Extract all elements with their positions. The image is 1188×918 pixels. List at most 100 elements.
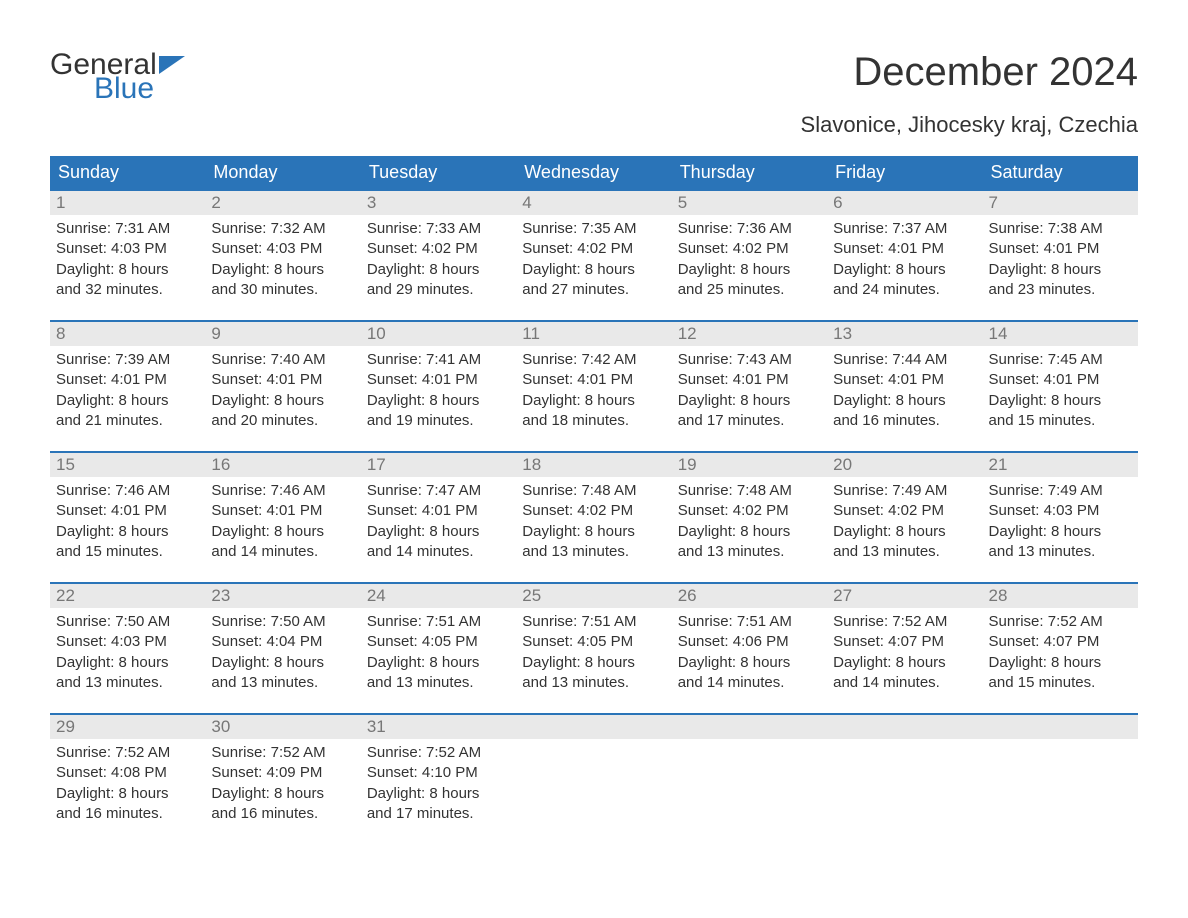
sunset-text: Sunset: 4:06 PM: [678, 632, 821, 652]
day-cell: Sunrise: 7:52 AMSunset: 4:07 PMDaylight:…: [983, 608, 1138, 713]
sunrise-text: Sunrise: 7:32 AM: [211, 219, 354, 239]
daylight-text-1: Daylight: 8 hours: [211, 653, 354, 673]
sunrise-text: Sunrise: 7:42 AM: [522, 350, 665, 370]
daylight-text-2: and 13 minutes.: [989, 542, 1132, 562]
day-content: Sunrise: 7:45 AMSunset: 4:01 PMDaylight:…: [983, 346, 1138, 451]
sunrise-text: Sunrise: 7:52 AM: [367, 743, 510, 763]
week-content-row: Sunrise: 7:50 AMSunset: 4:03 PMDaylight:…: [50, 608, 1138, 713]
daylight-text-1: Daylight: 8 hours: [211, 260, 354, 280]
day-cell: Sunrise: 7:33 AMSunset: 4:02 PMDaylight:…: [361, 215, 516, 320]
day-content: Sunrise: 7:50 AMSunset: 4:03 PMDaylight:…: [50, 608, 205, 713]
sunrise-text: Sunrise: 7:52 AM: [211, 743, 354, 763]
daylight-text-1: Daylight: 8 hours: [56, 784, 199, 804]
sunset-text: Sunset: 4:01 PM: [833, 370, 976, 390]
week-daynum-row: 22232425262728: [50, 582, 1138, 608]
sunset-text: Sunset: 4:02 PM: [522, 501, 665, 521]
day-number: 6: [827, 191, 982, 215]
sunset-text: Sunset: 4:03 PM: [56, 632, 199, 652]
page-title: December 2024: [853, 50, 1138, 95]
sunrise-text: Sunrise: 7:44 AM: [833, 350, 976, 370]
daylight-text-1: Daylight: 8 hours: [989, 522, 1132, 542]
daylight-text-2: and 16 minutes.: [833, 411, 976, 431]
day-content: Sunrise: 7:52 AMSunset: 4:09 PMDaylight:…: [205, 739, 360, 844]
day-number: 27: [827, 584, 982, 608]
day-cell: Sunrise: 7:43 AMSunset: 4:01 PMDaylight:…: [672, 346, 827, 451]
daylight-text-2: and 15 minutes.: [989, 411, 1132, 431]
day-number: 16: [205, 453, 360, 477]
weekday-tuesday: Tuesday: [361, 156, 516, 189]
day-number: [672, 715, 827, 739]
daylight-text-2: and 14 minutes.: [833, 673, 976, 693]
sunrise-text: Sunrise: 7:48 AM: [678, 481, 821, 501]
day-number: 17: [361, 453, 516, 477]
sunrise-text: Sunrise: 7:39 AM: [56, 350, 199, 370]
sunset-text: Sunset: 4:07 PM: [989, 632, 1132, 652]
day-cell: Sunrise: 7:35 AMSunset: 4:02 PMDaylight:…: [516, 215, 671, 320]
daylight-text-2: and 20 minutes.: [211, 411, 354, 431]
sunrise-text: Sunrise: 7:49 AM: [833, 481, 976, 501]
day-content: Sunrise: 7:51 AMSunset: 4:05 PMDaylight:…: [361, 608, 516, 713]
day-number: 21: [983, 453, 1138, 477]
daylight-text-2: and 17 minutes.: [678, 411, 821, 431]
sunrise-text: Sunrise: 7:37 AM: [833, 219, 976, 239]
daylight-text-2: and 23 minutes.: [989, 280, 1132, 300]
week-daynum-row: 15161718192021: [50, 451, 1138, 477]
day-cell: Sunrise: 7:40 AMSunset: 4:01 PMDaylight:…: [205, 346, 360, 451]
daylight-text-2: and 15 minutes.: [56, 542, 199, 562]
day-cell: Sunrise: 7:38 AMSunset: 4:01 PMDaylight:…: [983, 215, 1138, 320]
week-content-row: Sunrise: 7:46 AMSunset: 4:01 PMDaylight:…: [50, 477, 1138, 582]
day-cell: Sunrise: 7:37 AMSunset: 4:01 PMDaylight:…: [827, 215, 982, 320]
daylight-text-2: and 13 minutes.: [833, 542, 976, 562]
sunset-text: Sunset: 4:03 PM: [989, 501, 1132, 521]
sunset-text: Sunset: 4:02 PM: [678, 239, 821, 259]
day-number: 13: [827, 322, 982, 346]
sunset-text: Sunset: 4:02 PM: [833, 501, 976, 521]
day-cell: Sunrise: 7:51 AMSunset: 4:05 PMDaylight:…: [361, 608, 516, 713]
sunrise-text: Sunrise: 7:46 AM: [56, 481, 199, 501]
sunset-text: Sunset: 4:02 PM: [367, 239, 510, 259]
daylight-text-1: Daylight: 8 hours: [367, 391, 510, 411]
day-cell: Sunrise: 7:44 AMSunset: 4:01 PMDaylight:…: [827, 346, 982, 451]
sunrise-text: Sunrise: 7:41 AM: [367, 350, 510, 370]
day-number: 3: [361, 191, 516, 215]
daylight-text-1: Daylight: 8 hours: [678, 653, 821, 673]
day-content: Sunrise: 7:49 AMSunset: 4:02 PMDaylight:…: [827, 477, 982, 582]
day-cell: Sunrise: 7:51 AMSunset: 4:06 PMDaylight:…: [672, 608, 827, 713]
day-number: 19: [672, 453, 827, 477]
day-cell: Sunrise: 7:50 AMSunset: 4:03 PMDaylight:…: [50, 608, 205, 713]
day-content: Sunrise: 7:31 AMSunset: 4:03 PMDaylight:…: [50, 215, 205, 320]
day-content: Sunrise: 7:52 AMSunset: 4:08 PMDaylight:…: [50, 739, 205, 844]
day-number: 2: [205, 191, 360, 215]
calendar-grid: Sunday Monday Tuesday Wednesday Thursday…: [50, 156, 1138, 844]
day-cell: Sunrise: 7:49 AMSunset: 4:03 PMDaylight:…: [983, 477, 1138, 582]
sunset-text: Sunset: 4:09 PM: [211, 763, 354, 783]
day-content: Sunrise: 7:33 AMSunset: 4:02 PMDaylight:…: [361, 215, 516, 320]
day-number: 9: [205, 322, 360, 346]
sunset-text: Sunset: 4:07 PM: [833, 632, 976, 652]
sunrise-text: Sunrise: 7:38 AM: [989, 219, 1132, 239]
day-content: Sunrise: 7:42 AMSunset: 4:01 PMDaylight:…: [516, 346, 671, 451]
logo-text-blue: Blue: [94, 74, 185, 104]
daylight-text-1: Daylight: 8 hours: [833, 391, 976, 411]
day-cell: Sunrise: 7:49 AMSunset: 4:02 PMDaylight:…: [827, 477, 982, 582]
weekday-sunday: Sunday: [50, 156, 205, 189]
sunset-text: Sunset: 4:01 PM: [56, 501, 199, 521]
sunrise-text: Sunrise: 7:51 AM: [522, 612, 665, 632]
day-number: 23: [205, 584, 360, 608]
day-cell: Sunrise: 7:45 AMSunset: 4:01 PMDaylight:…: [983, 346, 1138, 451]
day-number: 25: [516, 584, 671, 608]
day-content: Sunrise: 7:47 AMSunset: 4:01 PMDaylight:…: [361, 477, 516, 582]
week-daynum-row: 1234567: [50, 189, 1138, 215]
daylight-text-2: and 18 minutes.: [522, 411, 665, 431]
sunset-text: Sunset: 4:01 PM: [989, 370, 1132, 390]
sunset-text: Sunset: 4:01 PM: [56, 370, 199, 390]
sunset-text: Sunset: 4:05 PM: [367, 632, 510, 652]
sunset-text: Sunset: 4:01 PM: [367, 501, 510, 521]
day-number: 5: [672, 191, 827, 215]
daylight-text-2: and 13 minutes.: [678, 542, 821, 562]
daylight-text-2: and 14 minutes.: [367, 542, 510, 562]
daylight-text-1: Daylight: 8 hours: [522, 653, 665, 673]
day-number: 7: [983, 191, 1138, 215]
day-cell: Sunrise: 7:41 AMSunset: 4:01 PMDaylight:…: [361, 346, 516, 451]
location-subtitle: Slavonice, Jihocesky kraj, Czechia: [50, 112, 1138, 138]
